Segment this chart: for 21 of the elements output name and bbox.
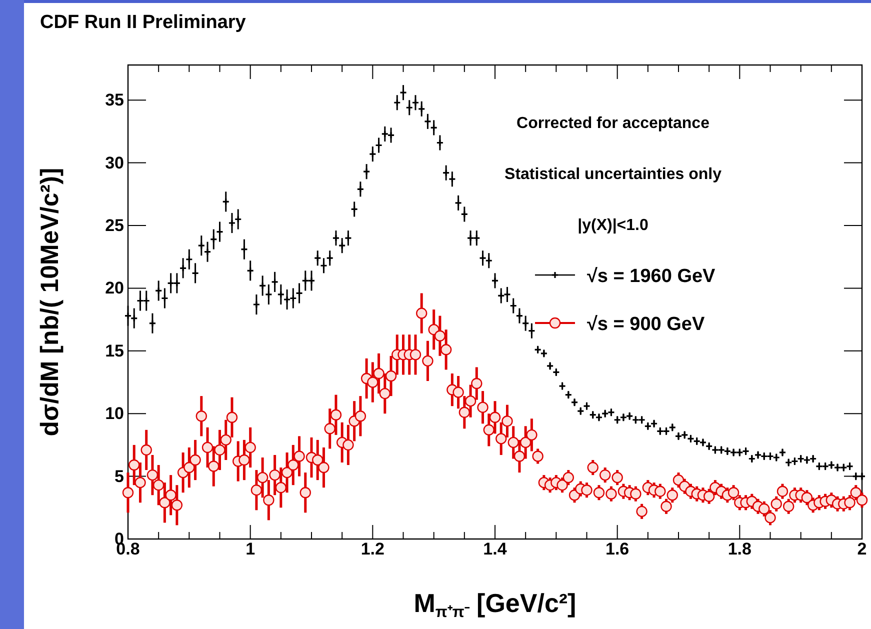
x-tick-label: 1.8 bbox=[728, 540, 752, 558]
y-tick-label: 15 bbox=[105, 341, 124, 360]
annotation: |y(X)|<1.0 bbox=[578, 217, 648, 234]
y-tick-label: 10 bbox=[105, 404, 124, 424]
chart-title: CDF Run II Preliminary bbox=[40, 12, 246, 33]
x-axis-title: M$_{π⁺π⁻}$ [GeV/c²] bbox=[414, 588, 576, 621]
annotation: Statistical uncertainties only bbox=[504, 166, 722, 183]
x-tick-label: 1.6 bbox=[606, 540, 630, 558]
y-tick-label: 5 bbox=[114, 466, 124, 486]
x-tick-label: 1 bbox=[246, 540, 256, 558]
legend-label: √s = 900 GeV bbox=[587, 314, 705, 335]
x-tick-label: 1.4 bbox=[483, 540, 508, 558]
y-tick-label: 30 bbox=[105, 153, 124, 172]
legend-label: √s = 1960 GeV bbox=[587, 266, 716, 287]
y-axis-title: dσ/dM [nb/( 10MeV/c²)] bbox=[36, 168, 64, 436]
x-tick-label: 2 bbox=[857, 540, 867, 558]
x-tick-label: 1.2 bbox=[360, 540, 384, 558]
y-tick-label: 20 bbox=[105, 278, 124, 298]
y-tick-label: 25 bbox=[105, 216, 124, 236]
y-tick-label: 35 bbox=[105, 90, 124, 110]
annotation: Corrected for acceptance bbox=[516, 115, 710, 132]
